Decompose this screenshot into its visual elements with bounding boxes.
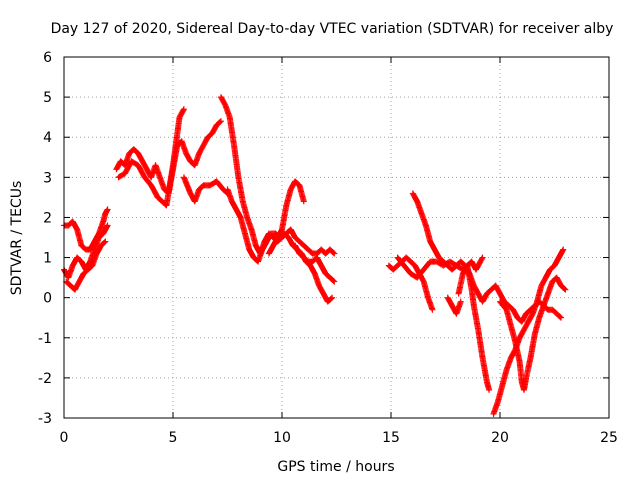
- x-tick-label: 25: [600, 430, 618, 446]
- y-tick-labels: -3 -2 -1 0 1 2 3 4 5 6: [38, 50, 52, 427]
- data-point-marker: [104, 222, 111, 229]
- y-tick-label: -1: [38, 331, 52, 347]
- y-tick-label: 2: [43, 210, 52, 226]
- data-point-marker: [457, 298, 464, 305]
- y-axis-label: SDTVAR / TECUs: [9, 181, 25, 296]
- data-point-marker: [330, 249, 337, 256]
- x-tick-label: 5: [169, 430, 178, 446]
- data-point-marker: [180, 106, 187, 113]
- data-point-marker: [217, 118, 224, 125]
- data-point-marker: [330, 277, 337, 284]
- x-tick-labels: 0 5 10 15 20 25: [60, 430, 618, 446]
- data-point-marker: [217, 118, 224, 125]
- plot-frame: [63, 56, 610, 419]
- data-point-marker: [479, 254, 486, 261]
- y-tick-label: 3: [43, 170, 52, 186]
- axis-ticks: [63, 56, 610, 419]
- x-tick-label: 20: [491, 430, 509, 446]
- data-point-marker: [300, 198, 307, 205]
- x-tick-label: 15: [382, 430, 400, 446]
- grid-lines: [64, 57, 609, 418]
- x-tick-label: 10: [273, 430, 291, 446]
- chart-title: Day 127 of 2020, Sidereal Day-to-day VTE…: [51, 21, 614, 37]
- y-tick-label: 4: [43, 130, 52, 146]
- data-point-marker: [331, 278, 338, 285]
- data-point-marker: [558, 314, 565, 321]
- data-point-marker: [331, 250, 338, 257]
- data-points: [61, 94, 569, 417]
- data-point-marker: [104, 206, 111, 213]
- y-tick-label: 6: [43, 50, 52, 66]
- x-tick-label: 0: [60, 430, 69, 446]
- data-point-marker: [557, 313, 564, 320]
- data-point-marker: [478, 255, 485, 262]
- y-tick-label: -2: [38, 371, 52, 387]
- data-point-marker: [561, 285, 568, 292]
- x-axis-label: GPS time / hours: [277, 459, 394, 475]
- data-point-marker: [329, 294, 336, 301]
- y-tick-label: 0: [43, 291, 52, 307]
- y-tick-label: -3: [38, 411, 52, 427]
- data-point-marker: [486, 386, 493, 393]
- data-point-marker: [562, 286, 569, 293]
- data-point-marker: [102, 238, 109, 245]
- y-tick-label: 1: [43, 251, 52, 267]
- data-point-marker: [429, 306, 436, 313]
- y-tick-label: 5: [43, 90, 52, 106]
- data-point-marker: [328, 295, 335, 302]
- data-point-marker: [560, 246, 567, 253]
- data-point-marker: [101, 239, 108, 246]
